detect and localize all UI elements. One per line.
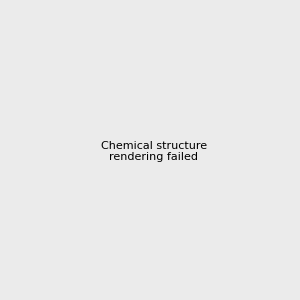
Text: Chemical structure
rendering failed: Chemical structure rendering failed xyxy=(101,141,207,162)
